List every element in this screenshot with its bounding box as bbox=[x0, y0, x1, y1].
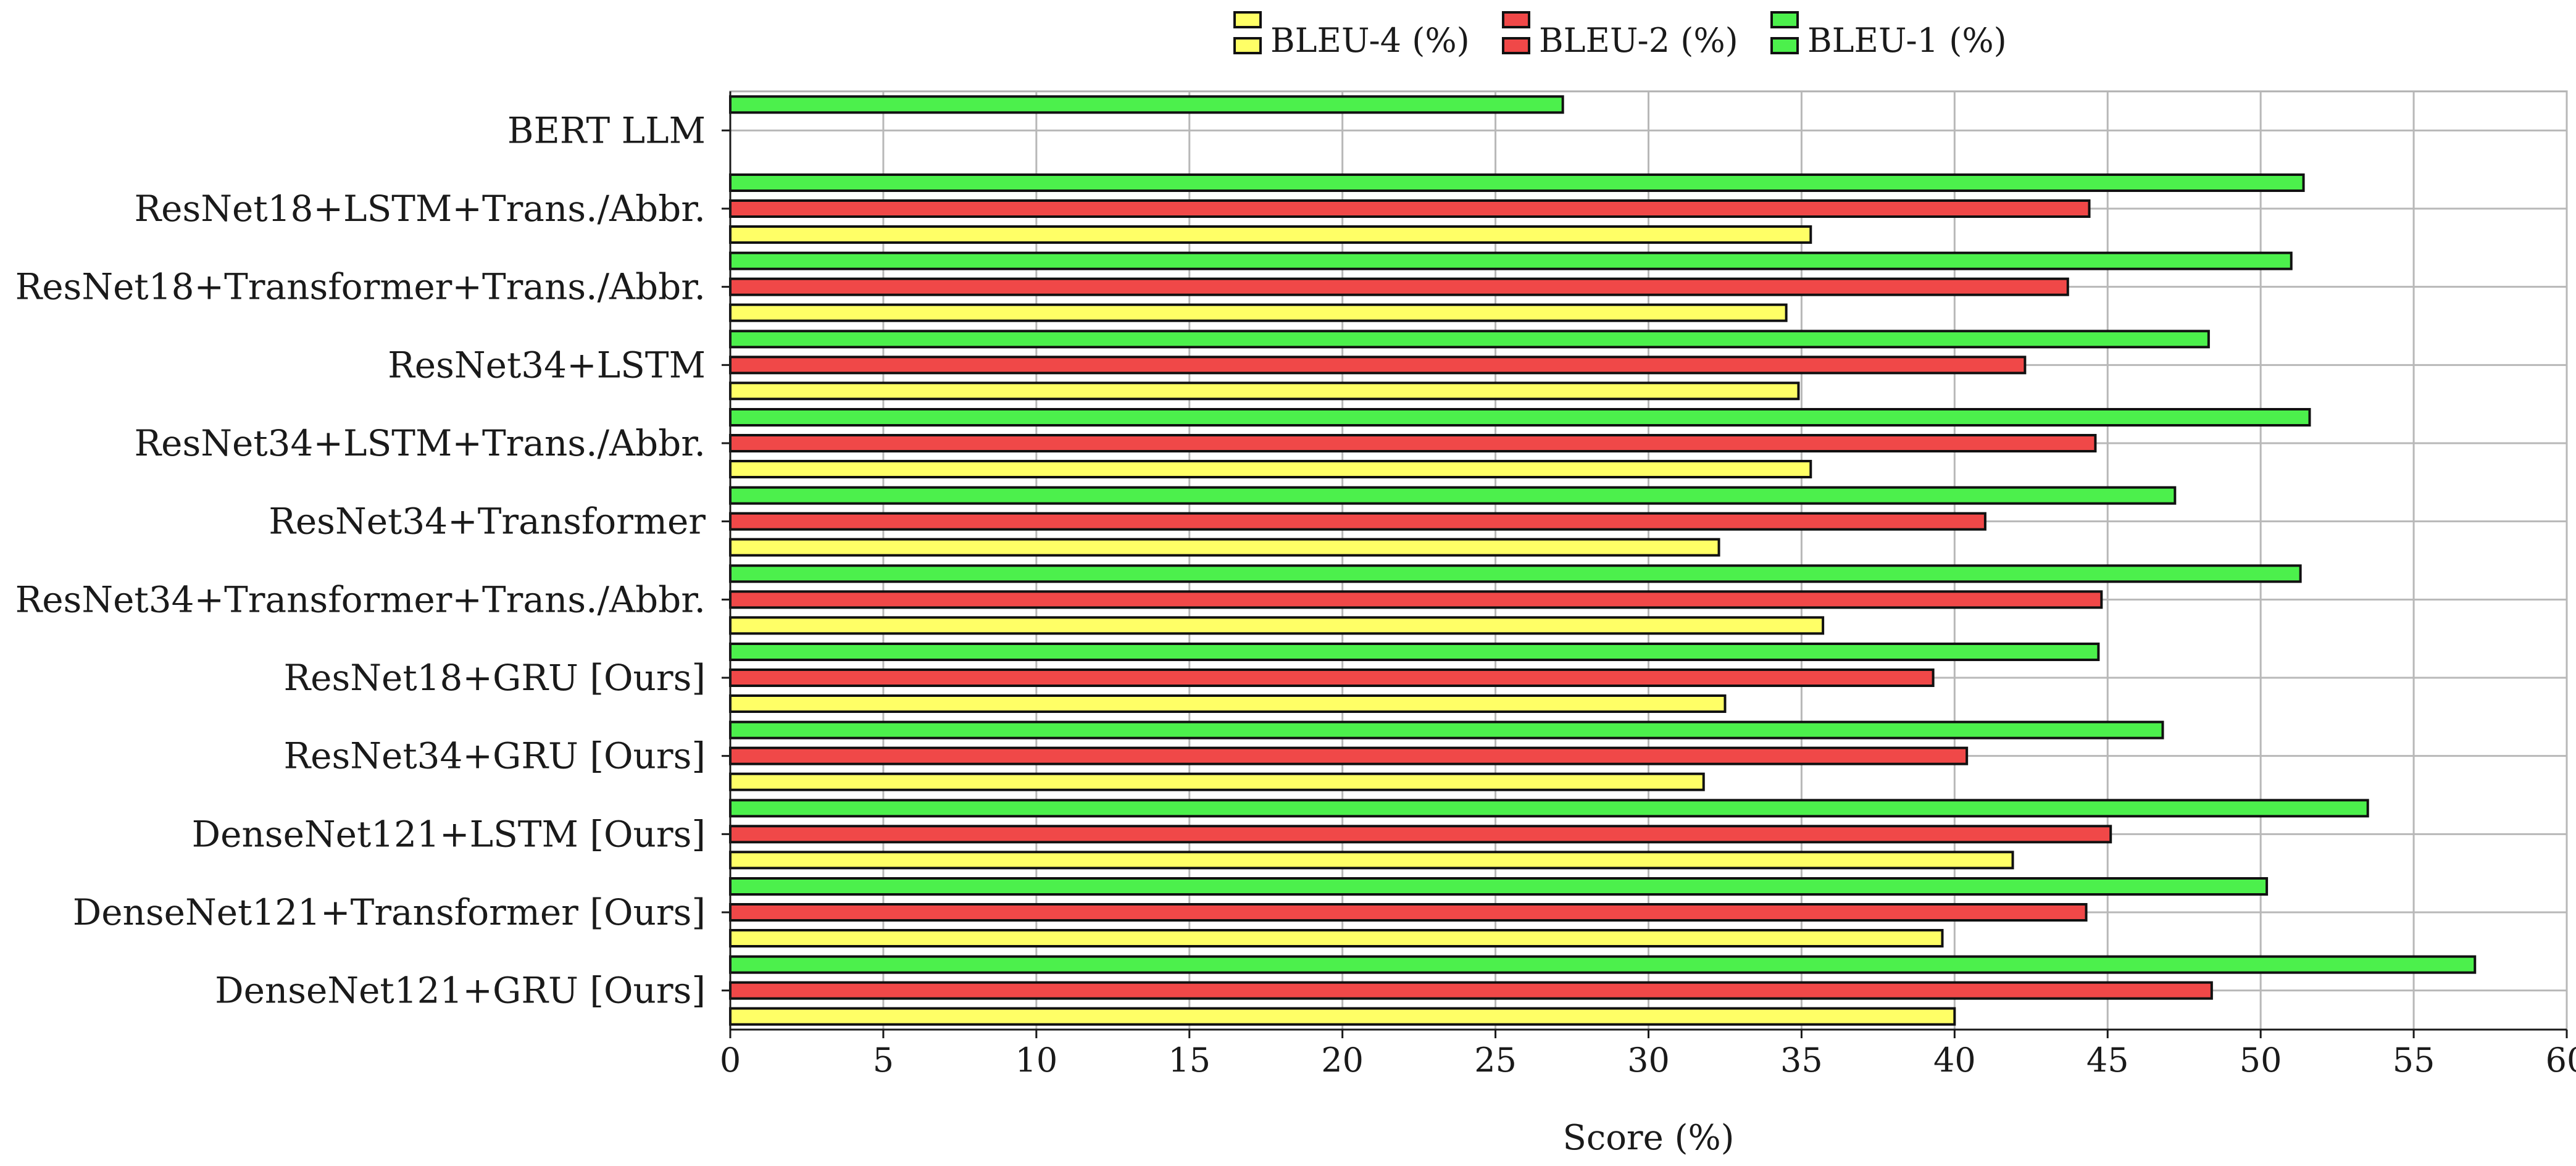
bar-bleu-4-resnet34-transformer-trans-abbr bbox=[729, 616, 1825, 635]
legend-swatch-bleu-4 bbox=[1233, 37, 1262, 54]
legend-label-bleu-4: BLEU-4 (%) bbox=[1270, 21, 1470, 60]
bar-bleu-1-resnet34-transformer-trans-abbr bbox=[729, 564, 2302, 583]
x-tick-label: 35 bbox=[1780, 1041, 1823, 1080]
x-tick-label: 20 bbox=[1321, 1041, 1364, 1080]
y-category-label: ResNet18+LSTM+Trans./Abbr. bbox=[135, 188, 706, 230]
y-category-label: ResNet34+LSTM bbox=[388, 344, 706, 386]
x-tick-label: 60 bbox=[2546, 1041, 2576, 1080]
x-tick-label: 50 bbox=[2240, 1041, 2282, 1080]
x-axis-title: Score (%) bbox=[1562, 1118, 1734, 1158]
bar-bleu-2-densenet121-gru-ours bbox=[729, 981, 2213, 1000]
bar-bleu-4-resnet34-lstm bbox=[729, 381, 1800, 401]
y-category-label: BERT LLM bbox=[507, 109, 706, 151]
bar-bleu-2-resnet34-lstm bbox=[729, 356, 2027, 375]
y-category-label: ResNet34+Transformer bbox=[269, 501, 706, 543]
bar-bleu-2-resnet18-transformer-trans-abbr bbox=[729, 277, 2069, 296]
y-category-label: DenseNet121+GRU [Ours] bbox=[215, 970, 706, 1012]
x-tick-label: 0 bbox=[720, 1041, 741, 1080]
bar-bleu-1-resnet34-gru-ours bbox=[729, 720, 2164, 739]
legend: BLEU-4 (%) BLEU-2 (%) BLEU-1 (%) bbox=[1201, 1, 2034, 63]
bar-bleu-2-resnet34-transformer bbox=[729, 512, 1986, 531]
bar-bleu-4-resnet18-transformer-trans-abbr bbox=[729, 303, 1788, 322]
bar-bleu-2-resnet18-lstm-trans-abbr bbox=[729, 199, 2091, 218]
x-axis: 0 5 10 15 20 25 30 35 40 45 50 55 60 bbox=[720, 1028, 2576, 1080]
bar-bleu-1-densenet121-transformer-ours bbox=[729, 877, 2269, 896]
y-category-label: ResNet18+GRU [Ours] bbox=[283, 657, 706, 699]
y-category-label: DenseNet121+Transformer [Ours] bbox=[73, 891, 706, 933]
bar-bleu-2-resnet34-transformer-trans-abbr bbox=[729, 590, 2103, 609]
x-tick-label: 55 bbox=[2393, 1041, 2435, 1080]
bar-bleu-1-densenet121-lstm-ours bbox=[729, 799, 2369, 818]
bar-bleu-1-resnet34-lstm bbox=[729, 330, 2210, 349]
bar-bleu-1-densenet121-gru-ours bbox=[729, 955, 2477, 974]
y-category-label: ResNet34+Transformer+Trans./Abbr. bbox=[15, 578, 706, 620]
y-category-label: ResNet34+GRU [Ours] bbox=[283, 735, 706, 777]
bar-bleu-1-resnet34-transformer bbox=[729, 486, 2177, 505]
legend-swatch-bleu-1 bbox=[1770, 11, 1799, 28]
x-tick-label: 5 bbox=[873, 1041, 894, 1080]
y-category-label: ResNet18+Transformer+Trans./Abbr. bbox=[15, 266, 706, 308]
x-tick-label: 25 bbox=[1474, 1041, 1517, 1080]
y-axis: BERT LLM ResNet18+LSTM+Trans./Abbr. ResNet… bbox=[15, 91, 732, 1030]
x-tick-label: 45 bbox=[2086, 1041, 2129, 1080]
bars bbox=[729, 95, 2477, 1026]
bar-bleu-4-resnet18-lstm-trans-abbr bbox=[729, 225, 1812, 244]
bar-bleu-1-resnet18-lstm-trans-abbr bbox=[729, 173, 2305, 192]
bar-bleu-4-densenet121-lstm-ours bbox=[729, 851, 2014, 870]
legend-box bbox=[1201, 1, 2034, 63]
bar-bleu-4-resnet34-gru-ours bbox=[729, 772, 1705, 791]
bar-bleu-2-resnet18-gru-ours bbox=[729, 668, 1935, 687]
x-tick-label: 40 bbox=[1933, 1041, 1976, 1080]
bar-bleu-2-resnet34-lstm-trans-abbr bbox=[729, 434, 2097, 452]
y-category-label: DenseNet121+LSTM [Ours] bbox=[192, 813, 706, 855]
legend-label-bleu-1: BLEU-1 (%) bbox=[1807, 21, 2007, 60]
bar-bleu-1-resnet18-gru-ours bbox=[729, 643, 2100, 661]
bar-bleu-4-densenet121-gru-ours bbox=[729, 1007, 1956, 1026]
bar-bleu-2-densenet121-transformer-ours bbox=[729, 903, 2088, 922]
bar-bleu-1-bert-llm bbox=[729, 95, 1564, 114]
legend-swatch-bleu-4 bbox=[1233, 11, 1262, 28]
bar-bleu-4-resnet34-transformer bbox=[729, 538, 1720, 557]
x-tick-label: 15 bbox=[1168, 1041, 1211, 1080]
bar-bleu-4-densenet121-transformer-ours bbox=[729, 929, 1944, 947]
bar-bleu-1-resnet34-lstm-trans-abbr bbox=[729, 408, 2311, 427]
legend-swatch-bleu-2 bbox=[1502, 11, 1530, 28]
x-tick-label: 10 bbox=[1015, 1041, 1057, 1080]
bar-bleu-2-resnet34-gru-ours bbox=[729, 746, 1969, 765]
bar-bleu-2-densenet121-lstm-ours bbox=[729, 825, 2112, 844]
bar-bleu-4-resnet18-gru-ours bbox=[729, 694, 1727, 713]
legend-swatch-bleu-1 bbox=[1770, 37, 1799, 54]
y-category-label: ResNet34+LSTM+Trans./Abbr. bbox=[135, 422, 706, 464]
bar-bleu-4-resnet34-lstm-trans-abbr bbox=[729, 460, 1812, 478]
legend-swatch-bleu-2 bbox=[1502, 37, 1530, 54]
x-tick-label: 30 bbox=[1627, 1041, 1670, 1080]
legend-label-bleu-2: BLEU-2 (%) bbox=[1539, 21, 1738, 60]
bar-bleu-1-resnet18-transformer-trans-abbr bbox=[729, 251, 2293, 270]
